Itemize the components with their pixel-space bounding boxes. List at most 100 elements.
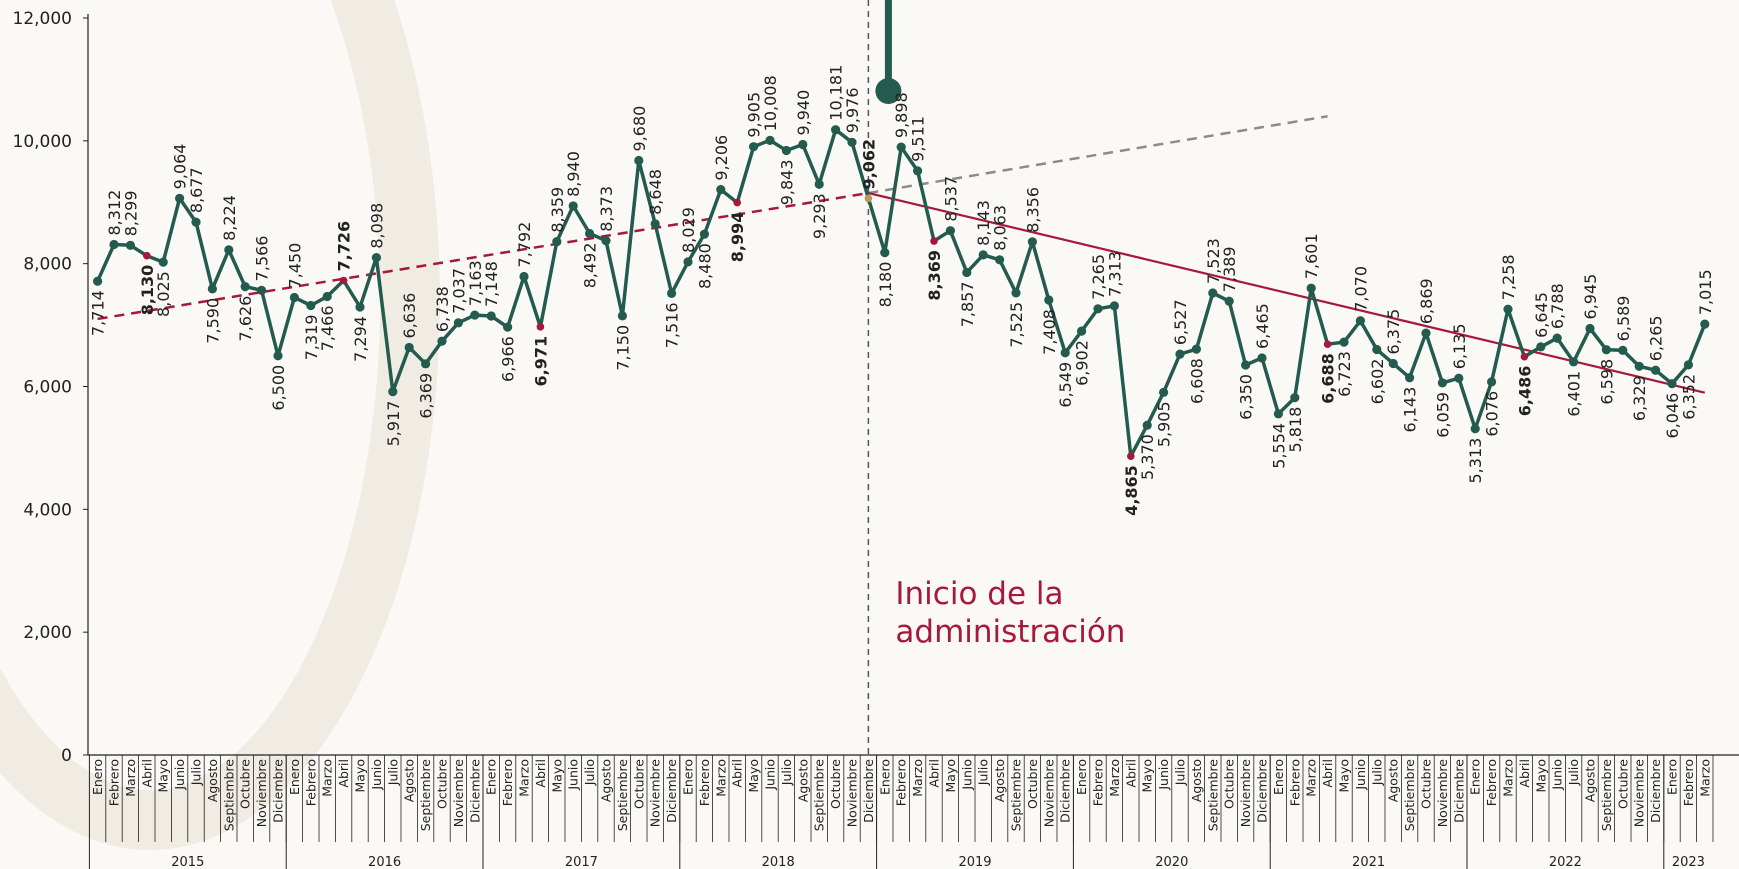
year-label: 2017 [565,855,598,869]
data-point [1307,284,1316,293]
data-label: 7,601 [1302,233,1321,279]
data-point [437,337,446,346]
data-point [1011,288,1020,297]
data-point [1339,337,1348,346]
data-point [323,292,332,301]
data-label: 6,401 [1565,371,1584,417]
data-label: 8,356 [1023,187,1042,233]
x-tick-label: Junio [763,759,778,791]
data-point [1700,320,1709,329]
data-label: 8,677 [187,167,206,213]
x-tick-label: Septiembre [1599,759,1614,832]
data-label: 7,726 [335,221,354,272]
x-tick-label: Agosto [205,759,220,802]
x-tick-label: Enero [287,759,302,795]
x-tick-label: Septiembre [812,759,827,832]
data-point [569,201,578,210]
x-tick-label: Febrero [1484,759,1499,806]
data-label: 5,917 [384,401,403,447]
data-point [700,230,709,239]
data-label: 6,788 [1548,283,1567,329]
data-label: 7,408 [1040,309,1059,355]
data-point [733,199,741,207]
data-point [454,318,463,327]
x-tick-label: Agosto [992,759,1007,802]
data-point [716,185,725,194]
data-point [831,125,840,134]
data-label: 6,527 [1171,299,1190,345]
data-point [765,136,774,145]
data-label: 9,206 [712,135,731,181]
data-label: 6,135 [1450,323,1469,369]
x-tick-label: Febrero [1681,759,1696,806]
data-label: 10,008 [761,75,780,131]
x-tick-label: Febrero [107,759,122,806]
data-point [1569,357,1578,366]
data-label: 6,329 [1630,375,1649,421]
x-tick-label: Febrero [1287,759,1302,806]
data-point [1143,421,1152,430]
x-tick-label: Agosto [402,759,417,802]
data-point [537,323,545,331]
data-label: 6,602 [1368,359,1387,405]
data-point [798,140,807,149]
y-tick-label: 6,000 [23,378,72,398]
x-tick-label: Abril [139,759,154,788]
x-tick-label: Octubre [238,759,253,809]
data-point [1405,373,1414,382]
data-point [224,245,233,254]
data-label: 7,450 [285,243,304,289]
data-label: 6,486 [1515,366,1534,417]
x-tick-label: Diciembre [467,759,482,823]
data-label: 8,648 [646,169,665,215]
data-point [634,156,643,165]
x-tick-label: Octubre [1615,759,1630,809]
data-point [470,310,479,319]
x-tick-label: Junio [369,759,384,791]
data-point [865,195,873,203]
data-label: 5,818 [1286,407,1305,453]
data-label: 6,636 [400,293,419,339]
data-label: 6,598 [1597,359,1616,405]
data-point [930,237,938,245]
data-label: 6,059 [1433,392,1452,438]
data-point [421,359,430,368]
x-tick-label: Octubre [828,759,843,809]
x-tick-label: Julio [189,759,204,786]
data-point [782,146,791,155]
data-point [1324,340,1332,348]
data-label: 7,590 [203,298,222,344]
data-point [519,272,528,281]
data-label: 8,025 [154,271,173,317]
data-label: 8,369 [925,250,944,301]
data-point [1257,353,1266,362]
x-tick-label: Marzo [1304,759,1319,797]
x-tick-label: Diciembre [1648,759,1663,823]
data-label: 8,299 [121,190,140,236]
year-label: 2021 [1352,855,1385,869]
x-tick-label: Febrero [500,759,515,806]
data-label: 6,352 [1679,374,1698,420]
data-point [1585,324,1594,333]
x-tick-label: Marzo [1501,759,1516,797]
x-tick-label: Enero [484,759,499,795]
data-point [1635,362,1644,371]
data-point [1438,378,1447,387]
data-label: 7,525 [1007,302,1026,348]
data-label: 7,466 [318,305,337,351]
data-point [372,253,381,262]
x-tick-label: Abril [1123,759,1138,788]
data-label: 9,843 [777,159,796,205]
data-point [585,229,594,238]
y-tick-label: 2,000 [23,623,72,643]
data-label: 8,373 [597,186,616,232]
x-tick-label: Mayo [943,759,958,793]
data-point [1061,348,1070,357]
data-point [749,142,758,151]
data-point [257,286,266,295]
x-tick-label: Diciembre [1451,759,1466,823]
data-point [340,277,348,285]
x-tick-label: Julio [582,759,597,786]
data-label: 6,076 [1483,391,1502,437]
x-tick-label: Julio [1369,759,1384,786]
